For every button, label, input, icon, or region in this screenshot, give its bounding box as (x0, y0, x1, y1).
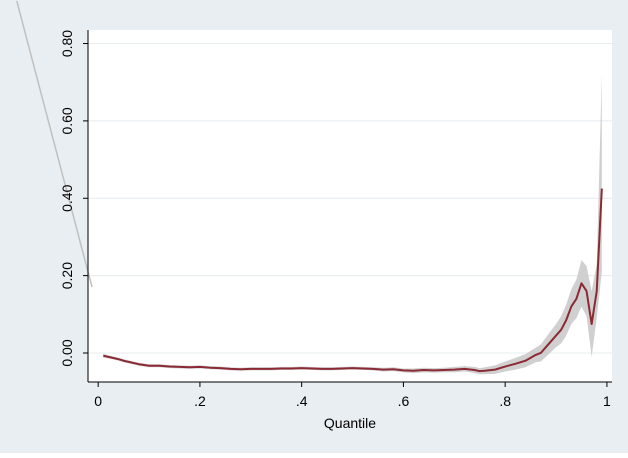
x-tick-label-3: .6 (398, 393, 410, 409)
y-tick-label-2: 0.40 (59, 184, 75, 211)
x-tick-label-5: 1 (603, 393, 611, 409)
plot-area (88, 30, 612, 382)
x-axis-label: Quantile (324, 415, 376, 431)
y-tick-label-3: 0.60 (59, 107, 75, 134)
x-tick-label-2: .4 (296, 393, 308, 409)
stray-line (16, 0, 93, 288)
x-tick-label-0: 0 (94, 393, 102, 409)
x-axis-ticks: 0 .2 .4 .6 .8 1 (94, 382, 611, 409)
y-tick-label-4: 0.80 (59, 30, 75, 57)
x-tick-label-4: .8 (499, 393, 511, 409)
y-axis-ticks: 0.00 0.20 0.40 0.60 0.80 (59, 30, 88, 367)
estimate-line (103, 188, 603, 373)
x-tick-label-1: .2 (194, 393, 206, 409)
y-tick-label-0: 0.00 (59, 339, 75, 366)
gridlines (88, 43, 612, 354)
y-tick-label-1: 0.20 (59, 262, 75, 289)
confidence-band (103, 74, 602, 375)
